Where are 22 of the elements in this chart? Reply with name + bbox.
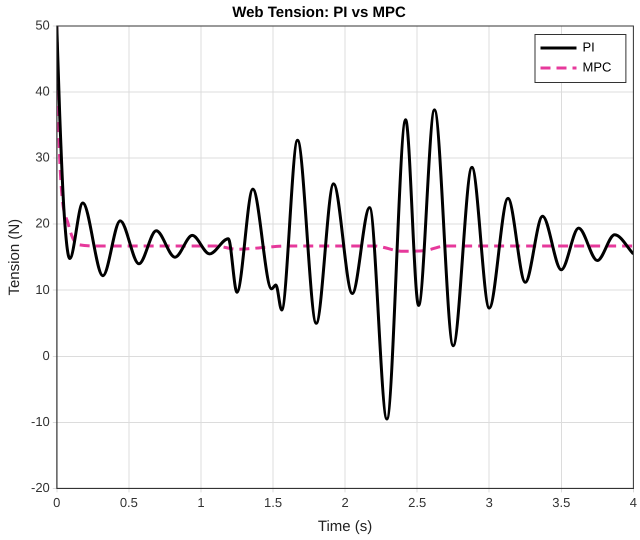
x-tick-label: 3 — [486, 494, 493, 510]
legend-label: MPC — [582, 60, 612, 75]
legend-label: PI — [582, 40, 595, 55]
x-tick-label: 0.5 — [120, 494, 138, 510]
x-tick-label: 4 — [630, 494, 637, 510]
x-tick-label: 1 — [197, 494, 205, 510]
y-tick-label: 30 — [35, 150, 50, 165]
y-tick-label: 40 — [35, 84, 50, 99]
y-tick-label: 50 — [35, 18, 50, 33]
y-tick-label: 0 — [42, 348, 50, 363]
y-tick-label: 20 — [35, 216, 50, 231]
x-tick-label: 2 — [341, 494, 349, 510]
x-tick-label: 0 — [53, 494, 60, 510]
chart-title: Web Tension: PI vs MPC — [232, 4, 406, 22]
y-tick-label: 10 — [35, 282, 50, 297]
x-axis-title: Time (s) — [318, 518, 372, 536]
y-tick-label: -20 — [30, 480, 50, 495]
x-tick-label: 1.5 — [264, 494, 282, 510]
y-axis-title: Tension (N) — [6, 218, 24, 296]
x-tick-label: 2.5 — [408, 494, 426, 510]
x-tick-label: 3.5 — [552, 494, 570, 510]
y-tick-label: -10 — [30, 414, 50, 429]
